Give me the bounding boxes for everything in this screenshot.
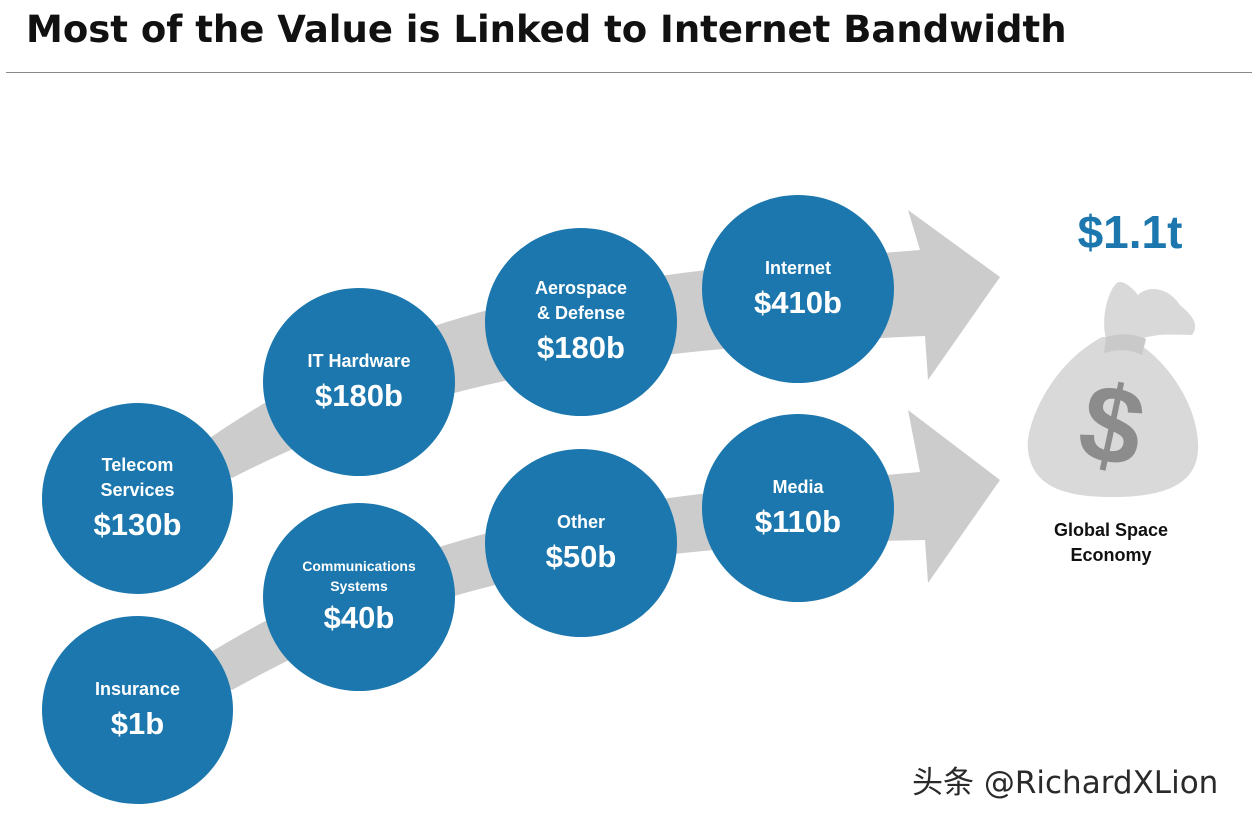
circle-value: $180b xyxy=(315,377,403,413)
circle-label: Media xyxy=(772,476,824,497)
circle-label: Communications Systems xyxy=(302,558,416,594)
circle-label: Other xyxy=(556,511,605,532)
circle-value: $1b xyxy=(110,705,165,741)
circle-label: IT Hardware xyxy=(307,350,411,371)
circle-it-hardware: IT Hardware $180b xyxy=(263,288,455,476)
page-title: Most of the Value is Linked to Internet … xyxy=(26,8,1067,51)
circle-value: $40b xyxy=(323,600,395,635)
circle-value: $50b xyxy=(545,538,617,574)
circle-telecom-services: Telecom Services $130b xyxy=(42,403,233,594)
circle-label: Telecom Services xyxy=(100,454,175,500)
circle-value: $110b xyxy=(754,503,842,539)
circle-value: $410b xyxy=(754,284,842,320)
money-bag-icon: $ xyxy=(1027,282,1199,497)
circle-insurance: Insurance $1b xyxy=(42,616,233,804)
circle-label: Internet xyxy=(764,257,831,278)
circle-media: Media $110b xyxy=(702,414,894,602)
circle-label: Insurance xyxy=(94,678,181,699)
watermark: 头条 @RichardXLion xyxy=(912,765,1219,801)
circle-other: Other $50b xyxy=(485,449,677,637)
circle-value: $130b xyxy=(93,506,182,542)
summary-label: Global Space Economy xyxy=(1053,520,1169,565)
circle-label: Aerospace & Defense xyxy=(534,278,628,323)
total-value: $1.1t xyxy=(1077,206,1183,258)
title-divider xyxy=(6,72,1252,73)
circle-value: $180b xyxy=(537,330,625,365)
circle-aerospace-defense: Aerospace & Defense $180b xyxy=(485,228,677,416)
circle-internet: Internet $410b xyxy=(702,195,894,383)
circle-communications-systems: Communications Systems $40b xyxy=(263,503,455,691)
